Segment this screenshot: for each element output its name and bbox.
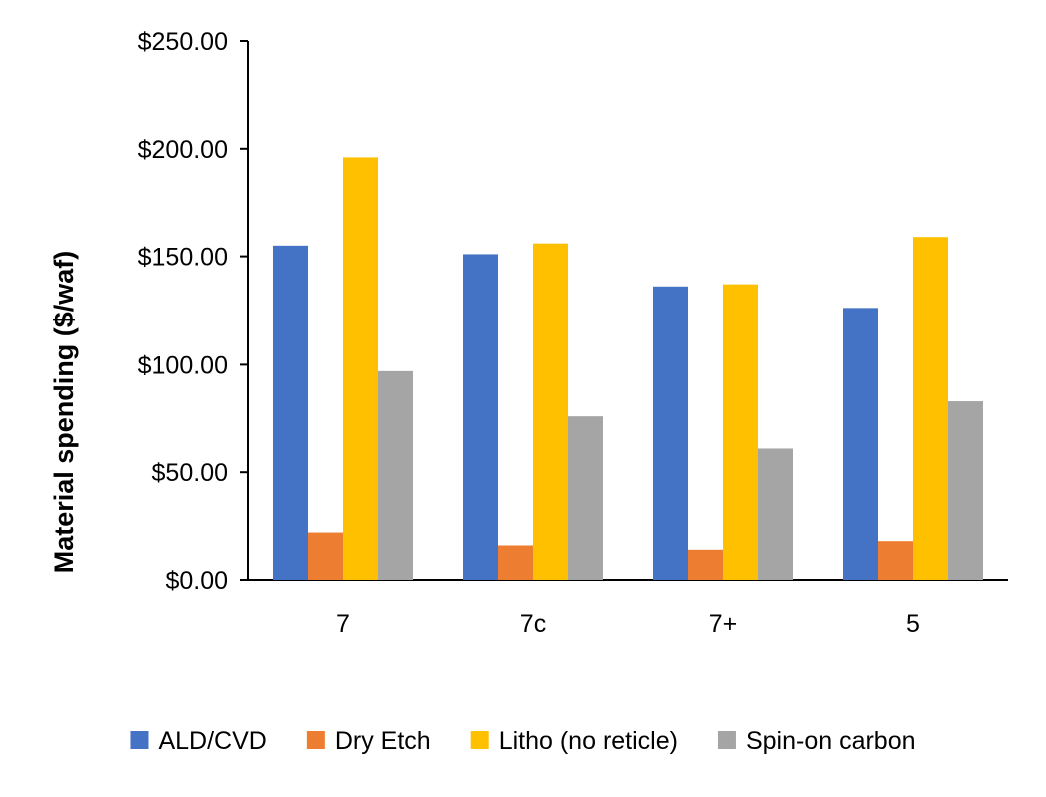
y-axis-ticks: $0.00 $50.00 $100.00 $150.00 $200.00 $250.00 [138,28,248,595]
bar-dry-etch-5 [878,541,913,580]
legend-item: Litho (no reticle) [470,727,678,755]
bar-dry-etch-7 [308,532,343,580]
bar-litho-no-reticle-7c [533,243,568,580]
legend-label: Dry Etch [335,727,431,755]
x-tick-label: 7 [336,610,350,638]
legend-swatch [470,731,489,749]
legend-swatch [130,731,149,749]
bars [273,157,983,581]
bar-spin-on-carbon-7c [568,416,603,580]
bar-litho-no-reticle-5 [913,237,948,581]
bar-litho-no-reticle-7 [343,157,378,580]
y-tick-label: $200.00 [138,136,228,164]
bar-spin-on-carbon-5 [948,401,983,580]
y-tick-label: $250.00 [138,28,228,56]
y-tick-label: $0.00 [165,567,228,595]
bar-spin-on-carbon-7 [378,370,413,580]
x-tick-label: 7+ [709,610,738,638]
legend-swatch [717,731,736,749]
legend-item: ALD/CVD [130,727,267,755]
legend-label: ALD/CVD [158,727,266,755]
bar-ald-cvd-7 [273,245,308,580]
x-axis-ticks: 7 7c 7+ 5 [336,610,920,638]
x-tick-label: 7c [520,610,546,638]
legend-swatch [306,731,325,749]
x-tick-label: 5 [906,610,920,638]
bar-dry-etch-7plus [688,549,723,580]
legend-item: Spin-on carbon [717,727,916,755]
y-tick-label: $50.00 [152,459,228,487]
legend: ALD/CVD Dry Etch Litho (no reticle) Spin-on… [130,727,916,755]
y-tick-label: $100.00 [138,351,228,379]
y-tick-label: $150.00 [138,244,228,272]
bar-ald-cvd-7c [463,254,498,580]
legend-item: Dry Etch [306,727,431,755]
y-axis-label: Material spending ($/waf) [49,251,79,574]
bar-dry-etch-7c [498,545,533,580]
bar-litho-no-reticle-7plus [723,284,758,580]
bar-ald-cvd-5 [843,308,878,580]
legend-label: Litho (no reticle) [499,727,678,755]
bar-spin-on-carbon-7plus [758,448,793,580]
legend-label: Spin-on carbon [746,727,916,755]
bar-ald-cvd-7plus [653,286,688,580]
